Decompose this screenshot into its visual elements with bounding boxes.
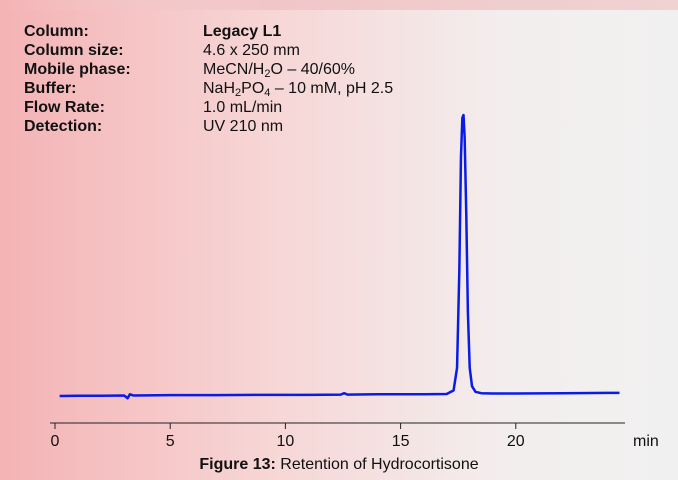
info-row: Detection: UV 210 nm (24, 117, 393, 136)
info-label: Mobile phase: (24, 61, 131, 78)
method-info: Column: Legacy L1 Column size: 4.6 x 250 mm… (24, 22, 393, 136)
info-row: Column size: 4.6 x 250 mm (24, 41, 393, 60)
info-text: 1.0 mL/min (203, 99, 283, 116)
info-label: Detection: (24, 118, 103, 135)
info-text: MeCN/H (203, 61, 265, 78)
info-label: Column size: (24, 42, 124, 59)
info-text: NaH (203, 80, 236, 97)
info-label: Flow Rate: (24, 99, 105, 116)
subscript: 4 (264, 87, 271, 99)
x-tick-label: 15 (392, 433, 410, 450)
info-value: MeCN/H2O – 40/60% (203, 60, 355, 80)
info-value: Legacy L1 (203, 22, 281, 41)
info-value: 4.6 x 250 mm (203, 41, 300, 60)
caption: Figure 13: Retention of Hydrocortisone (0, 456, 678, 474)
info-row: Column: Legacy L1 (24, 22, 393, 41)
info-label: Column: (24, 23, 89, 40)
info-value: NaH2PO4 – 10 mM, pH 2.5 (203, 79, 394, 99)
x-axis-label: min (633, 433, 659, 450)
x-tick-label: 20 (507, 433, 525, 450)
subscript: 2 (235, 87, 242, 99)
caption-label: Figure 13: (199, 456, 276, 473)
info-text: 4.6 x 250 mm (203, 42, 300, 59)
x-tick-label: 5 (166, 433, 175, 450)
info-value: UV 210 nm (203, 117, 283, 136)
info-value: 1.0 mL/min (203, 98, 282, 117)
info-row: Mobile phase: MeCN/H2O – 40/60% (24, 60, 393, 80)
subscript: 2 (264, 68, 271, 80)
x-tick-label: 10 (277, 433, 295, 450)
caption-text: Retention of Hydrocortisone (280, 456, 479, 473)
info-text: PO (241, 80, 265, 97)
info-text: O – 40/60% (270, 61, 355, 78)
top-bar (0, 0, 678, 10)
x-tick-label: 0 (51, 433, 60, 450)
info-text: Legacy L1 (203, 23, 282, 40)
info-text: UV 210 nm (203, 118, 284, 135)
info-label: Buffer: (24, 80, 77, 97)
info-row: Flow Rate: 1.0 mL/min (24, 98, 393, 117)
trace (59, 113, 620, 400)
info-text: – 10 mM, pH 2.5 (270, 80, 394, 97)
info-row: Buffer: NaH2PO4 – 10 mM, pH 2.5 (24, 79, 394, 99)
